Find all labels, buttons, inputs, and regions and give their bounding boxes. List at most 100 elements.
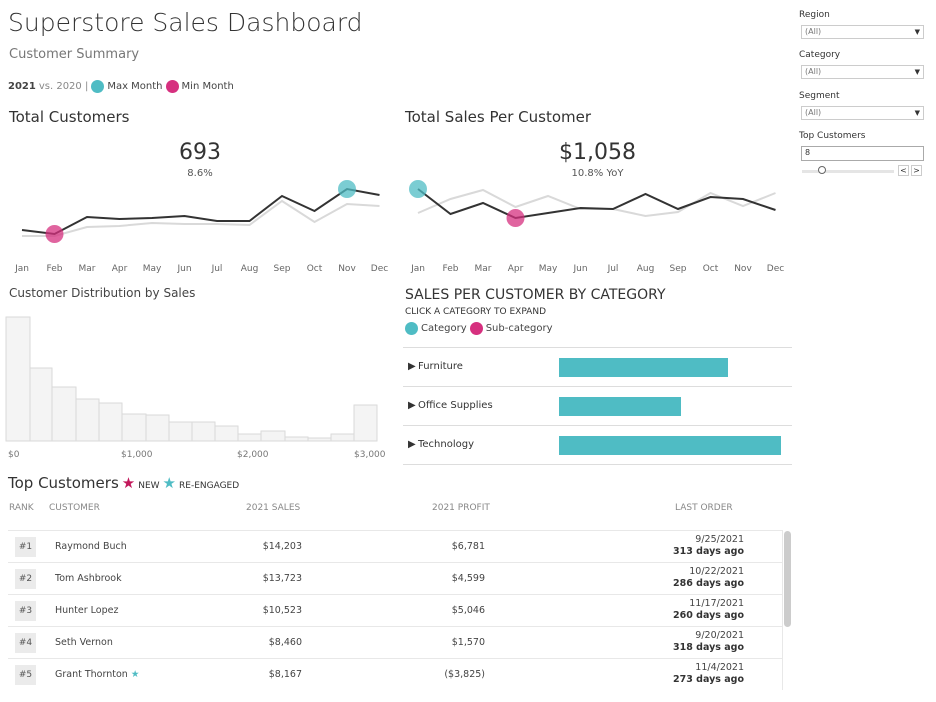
histogram-bar (191, 421, 216, 442)
reengaged-star-icon: ★ (130, 669, 140, 680)
segment-dropdown[interactable]: (All) ▼ (801, 106, 924, 120)
sales-per-customer-kpi: $1,058 (559, 140, 636, 165)
rank-badge: #3 (15, 601, 36, 621)
legend: 2021 vs. 2020 | Max Month Min Month (8, 80, 234, 93)
chevron-down-icon: ▼ (914, 109, 920, 117)
histogram-bar (168, 421, 193, 442)
month-label: Jun (176, 264, 191, 274)
expand-triangle-icon: ▶ (408, 439, 416, 450)
category-row[interactable]: ▶ Technology (403, 425, 792, 464)
sales-value: $8,167 (268, 669, 302, 680)
histogram-bar (237, 433, 262, 442)
min-month-marker (506, 209, 525, 227)
total-customers-kpi: 693 (179, 140, 221, 165)
days-ago: 260 days ago (673, 610, 744, 621)
sales-value: $8,460 (268, 637, 302, 648)
x-tick-label: $3,000 (354, 450, 386, 460)
category-row[interactable]: ▶ Furniture (403, 347, 792, 386)
min-label: Min Month (181, 81, 234, 92)
max-label: Max Month (107, 81, 163, 92)
divider (782, 530, 783, 690)
table-row[interactable]: #3 Hunter Lopez $10,523 $5,046 11/17/2021 260… (8, 594, 782, 626)
category-row[interactable]: ▶ Office Supplies (403, 386, 792, 425)
table-row[interactable]: #1 Raymond Buch $14,203 $6,781 9/25/2021 313 … (8, 530, 782, 562)
chevron-left-icon[interactable]: < (898, 165, 909, 176)
month-label: Nov (338, 264, 356, 274)
month-label: Jan (14, 264, 29, 274)
table-scrollbar[interactable] (784, 531, 791, 627)
month-label: May (143, 264, 162, 274)
customer-name: Raymond Buch (55, 541, 127, 552)
month-label: Feb (47, 264, 63, 274)
rank-badge: #1 (15, 537, 36, 557)
table-row[interactable]: #5 Grant Thornton ★ $8,167 ($3,825) 11/4/202… (8, 658, 782, 690)
sales-value: $13,723 (262, 573, 302, 584)
month-label: May (539, 264, 558, 274)
sales-value: $14,203 (262, 541, 302, 552)
prior-year-line (22, 199, 380, 237)
table-row[interactable]: #2 Tom Ashbrook $13,723 $4,599 10/22/2021 286… (8, 562, 782, 594)
category-filter-label: Category (799, 50, 841, 60)
chevron-right-icon[interactable]: > (911, 165, 922, 176)
month-label: Apr (112, 264, 128, 274)
distribution-chart: $0 $1,000 $2,000 $3,000 (5, 316, 386, 460)
table-row[interactable]: #4 Seth Vernon $8,460 $1,570 9/20/2021 318 da… (8, 626, 782, 658)
category-dot-icon (405, 322, 418, 335)
month-label: Aug (637, 264, 655, 274)
month-label: Oct (703, 264, 719, 274)
last-order-date: 9/25/2021 (695, 534, 744, 545)
slider-handle[interactable] (818, 166, 826, 174)
header-profit: 2021 PROFIT (432, 503, 490, 513)
histogram-bar (260, 430, 286, 442)
customer-name-text: Tom Ashbrook (55, 573, 122, 584)
category-bar[interactable] (559, 397, 681, 416)
category-label: Office Supplies (418, 400, 493, 411)
days-ago: 313 days ago (673, 546, 744, 557)
current-year-line (21, 187, 380, 236)
customer-name-text: Seth Vernon (55, 637, 113, 648)
distribution-title: Customer Distribution by Sales (9, 286, 196, 300)
segment-label: Segment (799, 91, 840, 101)
histogram-bar (284, 436, 309, 442)
page-subtitle: Customer Summary (9, 47, 140, 62)
category-label: Furniture (418, 361, 463, 372)
x-tick-label: $0 (8, 450, 20, 460)
month-label: Sep (670, 264, 687, 274)
max-month-marker (409, 180, 427, 198)
chevron-down-icon: ▼ (914, 68, 920, 76)
month-label: Oct (307, 264, 323, 274)
category-bar[interactable] (559, 436, 781, 455)
last-order-date: 9/20/2021 (695, 630, 744, 641)
total-customers-title: Total Customers (9, 108, 130, 126)
histogram-bar (121, 413, 147, 442)
subcategory-dot-icon (469, 322, 483, 335)
last-order-date: 10/22/2021 (689, 566, 744, 577)
sales-value: $10,523 (262, 605, 302, 616)
new-star-icon: ★ (121, 474, 136, 492)
chevron-down-icon: ▼ (914, 28, 920, 36)
rank-badge: #5 (15, 665, 36, 685)
rank-badge: #4 (15, 633, 36, 653)
min-dot-icon (165, 80, 179, 93)
min-month-marker (45, 225, 64, 243)
segment-value: (All) (805, 108, 822, 117)
customer-name-text: Hunter Lopez (55, 605, 119, 616)
reengaged-star-icon: ★ (162, 474, 176, 492)
top-customers-input[interactable]: 8 (801, 146, 924, 161)
category-bar[interactable] (559, 358, 728, 377)
rank-badge: #2 (15, 569, 36, 589)
month-label: Feb (443, 264, 459, 274)
histogram-bar (330, 433, 355, 442)
category-dropdown[interactable]: (All) ▼ (801, 65, 924, 79)
profit-value: $4,599 (451, 573, 485, 584)
month-label: Jul (211, 264, 223, 274)
month-label: Mar (79, 264, 96, 274)
histogram-bar (145, 414, 170, 442)
legend-vs: vs. 2020 | (38, 81, 89, 92)
top-customers-slider[interactable] (802, 170, 894, 173)
region-dropdown[interactable]: (All) ▼ (801, 25, 924, 39)
customer-name: Hunter Lopez (55, 605, 118, 616)
month-label: Jan (410, 264, 425, 274)
last-order-date: 11/4/2021 (695, 662, 744, 673)
expand-triangle-icon: ▶ (408, 400, 416, 411)
